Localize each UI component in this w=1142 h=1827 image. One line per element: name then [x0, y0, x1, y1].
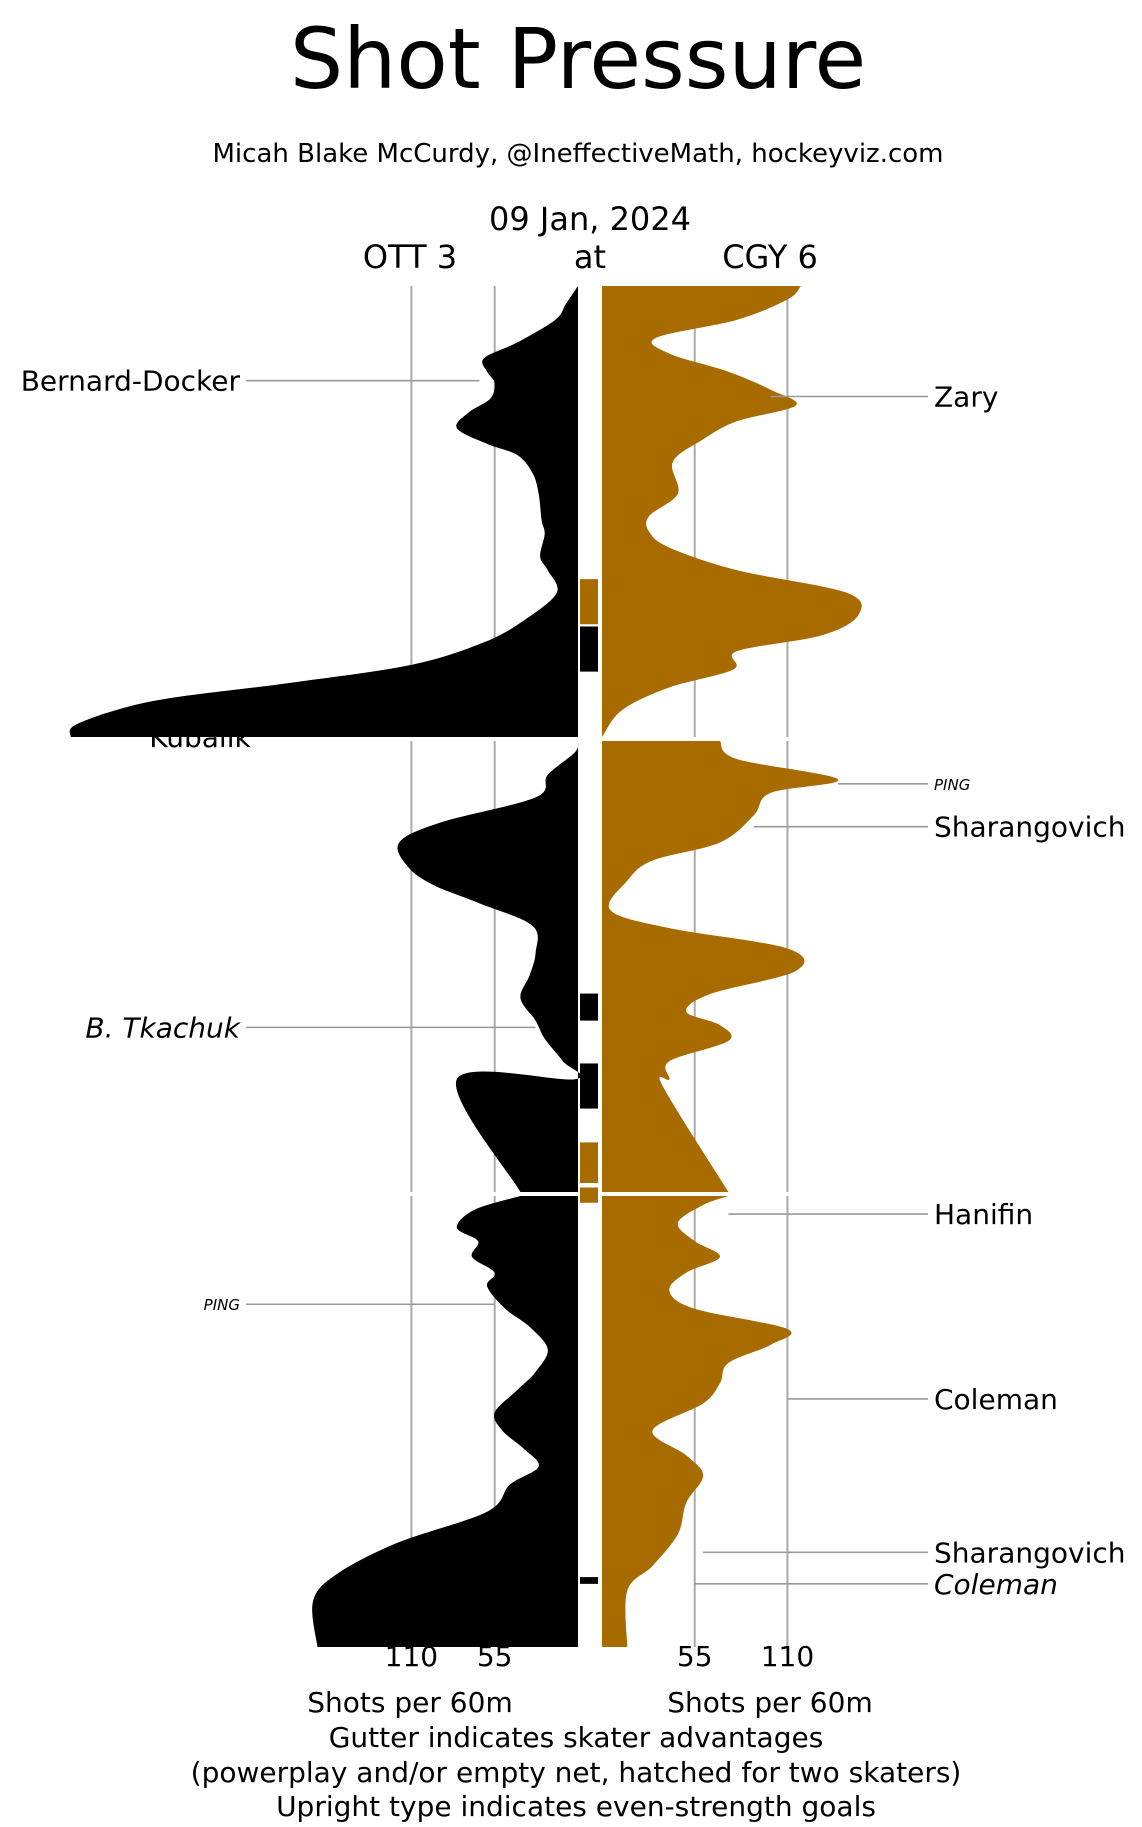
goal-label-sharangovich: Sharangovich	[934, 811, 1126, 844]
goal-label-ping: PING	[204, 1296, 240, 1314]
tick-label-left: 55	[477, 1640, 513, 1673]
pressure-area-ott-period-1	[69, 286, 579, 737]
axis-ticks: 55 55 110 110	[385, 1640, 814, 1673]
goal-label-hanifin: Hanifin	[934, 1198, 1033, 1231]
goal-label-bernard-docker: Bernard-Docker	[21, 365, 241, 398]
goal-label-zary: Zary	[934, 380, 998, 413]
x-axis-label-left: Shots per 60m	[307, 1686, 512, 1719]
footnote-2: (powerplay and/or empty net, hatched for…	[191, 1756, 962, 1789]
goal-label-sharangovich: Sharangovich	[934, 1536, 1126, 1569]
footnote-3: Upright type indicates even-strength goa…	[276, 1790, 876, 1823]
gutter-segment-ott	[580, 993, 598, 1021]
gutter-segment-cgy	[580, 579, 598, 625]
pressure-areas	[69, 286, 862, 1647]
home-team-label: CGY 6	[722, 238, 818, 276]
goal-label-kubalik: Kubalik	[149, 721, 251, 754]
at-label: at	[574, 238, 606, 276]
pressure-area-cgy-period-1	[602, 286, 862, 737]
goal-label-b-tkachuk: B. Tkachuk	[85, 1011, 241, 1044]
goal-label-coleman: Coleman	[934, 1568, 1058, 1601]
away-team-label: OTT 3	[363, 238, 457, 276]
pressure-area-ott-period-2	[397, 741, 582, 1192]
pressure-area-ott-period-3	[312, 1196, 578, 1647]
footnote-1: Gutter indicates skater advantages	[329, 1721, 824, 1754]
gutter-segment-ott	[580, 1577, 598, 1584]
pressure-area-cgy-period-3	[602, 1196, 792, 1647]
gutter-segment-cgy	[580, 1187, 598, 1203]
chart-subtitle: Micah Blake McCurdy, @IneffectiveMath, h…	[213, 139, 944, 169]
gutter-segment-ott	[580, 626, 598, 672]
gutter-segment-cgy	[580, 1142, 598, 1183]
goal-label-coleman: Coleman	[934, 1383, 1058, 1416]
chart-title: Shot Pressure	[290, 10, 866, 108]
x-axis-label-right: Shots per 60m	[667, 1686, 872, 1719]
pressure-area-cgy-period-2	[602, 741, 839, 1192]
tick-label-right: 110	[761, 1640, 814, 1673]
goal-annotations: Bernard-Docker Kubalik B. Tkachuk PING Zary P…	[21, 365, 1126, 1601]
game-date: 09 Jan, 2024	[489, 200, 691, 238]
gutter-segment-ott	[580, 1063, 598, 1109]
advantage-gutter	[580, 579, 598, 1584]
goal-label-ping: PING	[934, 776, 970, 794]
tick-label-left: 110	[385, 1640, 438, 1673]
tick-label-right: 55	[677, 1640, 713, 1673]
